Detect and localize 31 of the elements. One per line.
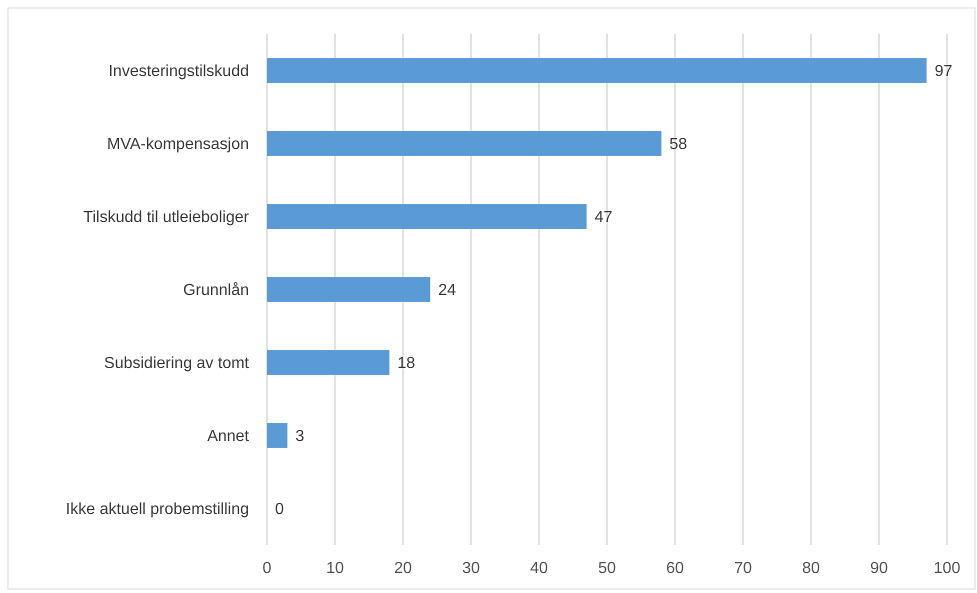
x-tick-label: 80 [802,560,820,577]
y-tick-label: Grunnlån [183,282,249,300]
bar [267,58,927,83]
x-tick-label: 50 [598,560,616,577]
x-tick-label: 10 [326,560,344,577]
data-label: 24 [438,282,456,300]
bar [267,277,430,302]
y-tick-label: Tilskudd til utleieboliger [83,209,250,226]
bar [267,423,288,448]
data-label: 97 [934,63,952,80]
x-tick-label: 40 [530,560,548,577]
x-tick-label: 20 [394,560,412,577]
data-label: 0 [275,501,284,518]
y-tick-label: Annet [207,428,250,446]
x-tick-label: 100 [934,560,960,577]
bar [267,131,662,156]
data-label: 3 [295,428,304,446]
x-tick-label: 30 [462,560,480,577]
data-label: 58 [669,136,688,154]
y-tick-label: Subsidiering av tomt [104,355,250,372]
bar [267,204,587,229]
data-label: 47 [594,209,612,226]
x-tick-label: 70 [734,560,752,577]
x-tick-label: 60 [666,560,684,577]
x-tick-label: 90 [870,560,888,577]
x-tick-label: 0 [262,560,272,577]
y-tick-label: Investeringstilskudd [108,63,249,80]
data-label: 18 [397,355,416,372]
y-tick-label: Ikke aktuell probemstilling [66,501,249,518]
bar [267,350,390,375]
y-tick-label: MVA-kompensasjon [107,136,249,154]
